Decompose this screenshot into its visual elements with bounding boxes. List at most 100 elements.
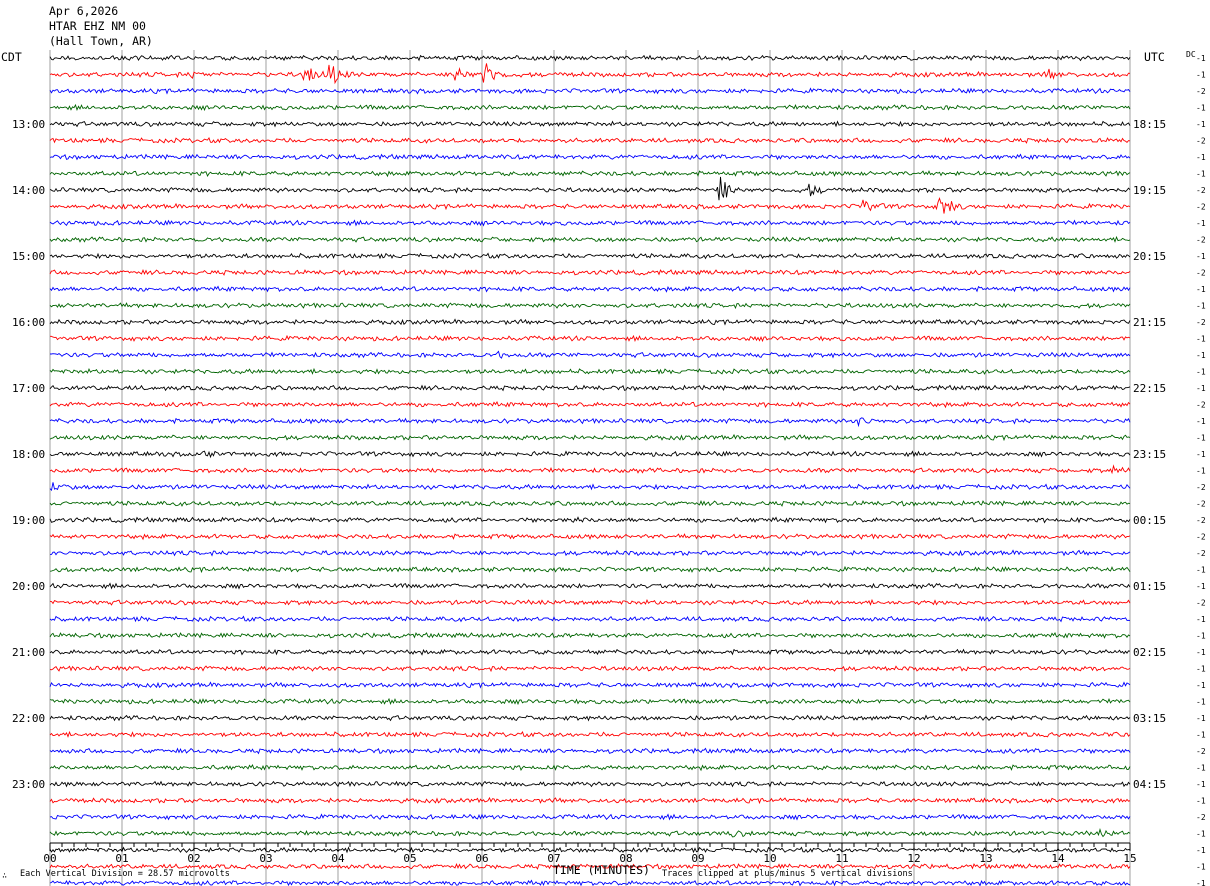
dc-value: -1 [1196, 302, 1206, 311]
x-tick-label: 04 [331, 852, 345, 865]
hour-label-utc: 04:15 [1133, 778, 1166, 791]
trace-12 [49, 252, 1131, 260]
trace-47 [49, 828, 1131, 838]
trace-27 [49, 500, 1131, 507]
hour-label-utc: 21:15 [1133, 316, 1166, 329]
trace-18 [50, 350, 1131, 359]
trace-36 [49, 648, 1131, 656]
x-tick-label: 06 [475, 852, 488, 865]
dc-value: -2 [1196, 483, 1206, 492]
dc-value: -2 [1196, 747, 1206, 756]
dc-value: -1 [1196, 153, 1206, 162]
trace-38 [49, 681, 1131, 689]
trace-2 [49, 87, 1131, 95]
trace-46 [49, 813, 1131, 821]
x-tick-label: 12 [907, 852, 920, 865]
trace-30 [49, 549, 1131, 557]
hour-label-utc: 02:15 [1133, 646, 1166, 659]
x-tick-label: 14 [1051, 852, 1065, 865]
dc-value: -1 [1196, 698, 1206, 707]
hour-label-utc: 22:15 [1133, 382, 1166, 395]
dc-value: -1 [1196, 681, 1206, 690]
x-tick-label: 13 [979, 852, 992, 865]
dc-value: -1 [1196, 285, 1206, 294]
dc-value: -1 [1196, 170, 1206, 179]
dc-value: -1 [1196, 764, 1206, 773]
x-tick-label: 05 [403, 852, 416, 865]
x-tick-label: 03 [259, 852, 272, 865]
dc-value: -1 [1196, 351, 1206, 360]
hour-label-cdt: 15:00 [12, 250, 45, 263]
trace-19 [49, 367, 1131, 375]
dc-value: -1 [1196, 879, 1206, 886]
trace-21 [49, 401, 1131, 409]
dc-value: -1 [1196, 797, 1206, 806]
clipping-note: Traces clipped at plus/minus 5 vertical … [662, 869, 913, 879]
trace-23 [49, 433, 1131, 442]
trace-45 [49, 796, 1131, 805]
dc-value: -1 [1196, 731, 1206, 740]
hour-label-utc: 01:15 [1133, 580, 1166, 593]
x-axis-title: TIME (MINUTES) [553, 863, 650, 877]
trace-25 [49, 464, 1131, 475]
trace-48 [49, 846, 1131, 854]
dc-value: -1 [1196, 368, 1206, 377]
hour-labels: 13:00 18:15 14:00 19:15 15:00 20:15 16:00 21:15… [12, 118, 1166, 791]
dc-value: -1 [1196, 120, 1206, 129]
hour-label-utc: 19:15 [1133, 184, 1166, 197]
hour-label-utc: 23:15 [1133, 448, 1166, 461]
dc-value: -1 [1196, 648, 1206, 657]
trace-43 [49, 764, 1131, 772]
dc-value: -1 [1196, 780, 1206, 789]
hour-label-utc: 18:15 [1133, 118, 1166, 131]
x-tick-label: 11 [835, 852, 848, 865]
trace-24 [49, 450, 1131, 459]
hour-label-cdt: 22:00 [12, 712, 45, 725]
dc-value: -2 [1196, 186, 1206, 195]
dc-value: -2 [1196, 236, 1206, 245]
dc-value: -1 [1196, 846, 1206, 855]
dc-value: -1 [1196, 54, 1206, 63]
dc-value: -2 [1196, 318, 1206, 327]
x-tick-label: 08 [619, 852, 632, 865]
trace-29 [49, 533, 1131, 541]
trace-44 [49, 780, 1131, 788]
dc-value: -1 [1196, 615, 1206, 624]
trace-42 [49, 747, 1131, 755]
trace-1 [49, 63, 1131, 85]
header-station: HTAR EHZ NM 00 [49, 19, 146, 33]
right-axis-label: UTC [1144, 50, 1165, 64]
hour-label-cdt: 20:00 [12, 580, 45, 593]
dc-value: -2 [1196, 137, 1206, 146]
trace-49 [49, 863, 1131, 870]
hour-label-cdt: 18:00 [12, 448, 45, 461]
trace-20 [49, 384, 1131, 392]
vertical-division-note: Each Vertical Division = 28.57 microvolt… [20, 869, 230, 879]
dc-value: -1 [1196, 566, 1206, 575]
trace-4 [49, 120, 1131, 128]
trace-32 [49, 582, 1131, 590]
dc-value: -1 [1196, 632, 1206, 641]
dc-value: -2 [1196, 269, 1206, 278]
dc-value: -2 [1196, 549, 1206, 558]
x-tick-label: 09 [691, 852, 704, 865]
trace-14 [49, 285, 1131, 293]
logo-glyph: ∴ [2, 871, 7, 881]
x-tick-label: 15 [1123, 852, 1136, 865]
hour-label-cdt: 23:00 [12, 778, 45, 791]
hour-label-utc: 00:15 [1133, 514, 1166, 527]
header-location: (Hall Town, AR) [49, 34, 153, 48]
x-tick-label: 02 [187, 852, 200, 865]
hour-label-cdt: 21:00 [12, 646, 45, 659]
trace-10 [49, 219, 1131, 227]
dc-offset-values: -1 -1 -2 -1 -1 -2 -1 -1 -2 -2 -1 -2 -1 -2 -1 -1 -2 -1 -1 -1… [1196, 54, 1206, 886]
trace-41 [49, 730, 1131, 738]
trace-26 [49, 482, 1131, 492]
trace-8 [49, 176, 1131, 201]
hour-label-utc: 03:15 [1133, 712, 1166, 725]
dc-value: -1 [1196, 417, 1206, 426]
dc-value: -1 [1196, 665, 1206, 674]
trace-28 [49, 516, 1131, 524]
trace-40 [49, 714, 1131, 722]
